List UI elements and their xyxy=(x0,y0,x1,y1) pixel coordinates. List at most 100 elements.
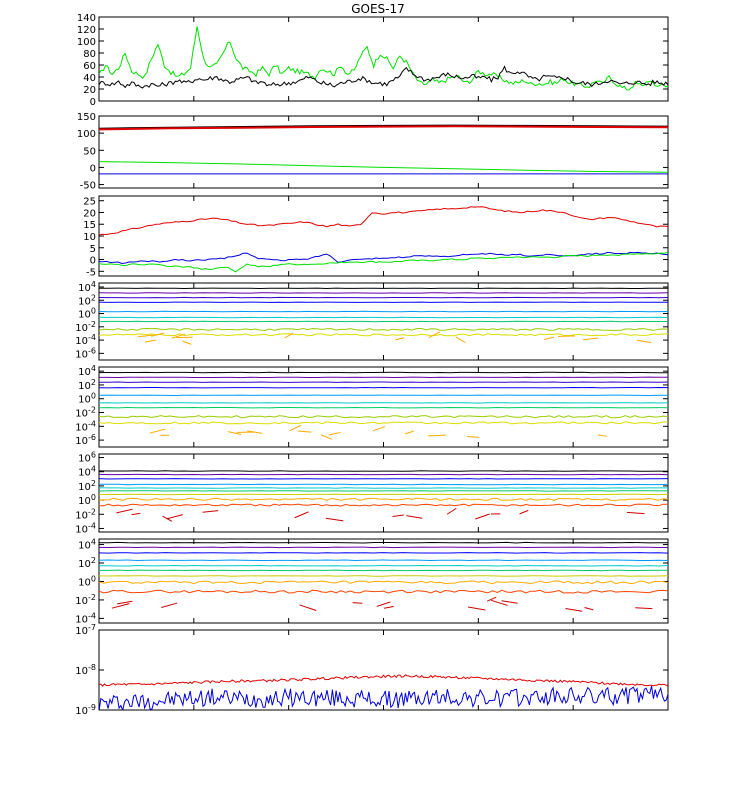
y-tick-label: -5 xyxy=(86,267,96,278)
flux-segment xyxy=(428,434,447,437)
y-tick-label: 10-7 xyxy=(75,623,96,637)
panel-xray: 10-7 10-8 10-9 xyxy=(75,623,669,717)
y-tick-label: 40 xyxy=(83,73,96,84)
y-tick-label: 10-4 xyxy=(75,521,96,535)
panel-bsm: 150 100 50 0 -50 xyxy=(77,112,669,192)
y-tick-label: 0 xyxy=(90,97,96,108)
flux-segment xyxy=(284,332,294,339)
y-tick-label: 0 xyxy=(90,163,96,174)
flux-segment xyxy=(151,332,165,337)
flux-segment xyxy=(325,517,344,522)
plot-area xyxy=(99,287,668,345)
y-tick-label: 102 xyxy=(78,556,96,570)
flux-line xyxy=(99,497,668,501)
y-tick-label: 25 xyxy=(83,197,96,208)
y-tick-label: 10-6 xyxy=(75,346,96,360)
panel-frame xyxy=(98,16,669,102)
plot-area xyxy=(99,26,668,91)
flux-segment xyxy=(117,600,133,605)
flux-line xyxy=(99,333,668,337)
y-tick-label: 100 xyxy=(78,493,96,507)
flux-segment xyxy=(636,339,652,344)
y-tick-label: 10-2 xyxy=(75,593,96,607)
flux-line xyxy=(99,376,668,379)
flux-segment xyxy=(466,435,480,438)
y-tick-label: 102 xyxy=(78,479,96,493)
y-tick-label: 100 xyxy=(78,392,96,406)
plot-title: GOES-17 xyxy=(351,2,405,16)
y-tick-label: 102 xyxy=(78,293,96,307)
flux-segment xyxy=(491,599,508,606)
series-line-themis-ae xyxy=(99,65,668,89)
flux-segment xyxy=(486,596,497,602)
series-line-bz xyxy=(99,125,668,131)
flux-segment xyxy=(247,430,263,434)
flux-segment xyxy=(111,603,130,609)
panel-ee: 104 102 100 10-2 10-4 xyxy=(75,538,669,625)
flux-line xyxy=(99,569,668,572)
flux-segment xyxy=(166,514,183,520)
y-tick-label: -50 xyxy=(80,181,96,192)
series-line-0-05-0-4-nm xyxy=(99,685,668,710)
flux-segment xyxy=(519,509,529,515)
flux-line xyxy=(99,541,668,544)
flux-line xyxy=(99,564,668,567)
flux-segment xyxy=(144,339,157,343)
flux-segment xyxy=(543,336,555,340)
y-tick-label: 140 xyxy=(77,13,96,24)
flux-line xyxy=(99,503,668,507)
flux-segment xyxy=(299,604,317,611)
y-tick-label: 60 xyxy=(83,61,96,72)
y-tick-label: 104 xyxy=(78,465,96,479)
flux-segment xyxy=(475,513,490,520)
y-tick-label: 10-2 xyxy=(75,406,96,420)
y-tick-label: 80 xyxy=(83,49,96,60)
flux-line xyxy=(99,580,668,585)
y-tick-label: 100 xyxy=(78,574,96,588)
series-line-0-1-0-8-nm xyxy=(99,674,668,687)
flux-segment xyxy=(161,602,178,608)
flux-line xyxy=(99,589,668,594)
panel-frame xyxy=(98,538,669,624)
y-tick-label: 106 xyxy=(78,451,96,465)
flux-segment xyxy=(405,430,414,435)
flux-segment xyxy=(149,428,166,434)
y-tick-label: 10-6 xyxy=(75,433,96,447)
y-tick-label: 104 xyxy=(78,538,96,552)
flux-segment xyxy=(289,424,301,432)
flux-segment xyxy=(468,606,486,611)
y-tick-label: 10 xyxy=(83,232,96,243)
series-line-by xyxy=(99,161,668,173)
flux-segment xyxy=(455,336,466,344)
y-tick-label: 100 xyxy=(77,37,96,48)
flux-segment xyxy=(583,337,599,341)
y-tick-label: 5 xyxy=(90,244,96,255)
flux-segment xyxy=(501,600,518,604)
flux-segment xyxy=(297,430,312,433)
flux-segment xyxy=(406,515,423,519)
y-tick-label: 10-4 xyxy=(75,333,96,347)
flux-line xyxy=(99,415,668,419)
flux-segment xyxy=(446,507,457,515)
series-line-kyoto-proxy-ae xyxy=(99,26,668,91)
flux-segment xyxy=(626,511,645,515)
flux-segment xyxy=(294,511,309,519)
flux-segment xyxy=(131,512,141,516)
y-tick-label: 104 xyxy=(78,364,96,378)
flux-segment xyxy=(376,601,391,607)
y-tick-label: 100 xyxy=(77,129,96,140)
y-tick-label: 20 xyxy=(83,85,96,96)
flux-line xyxy=(99,575,668,577)
y-tick-label: 0 xyxy=(90,256,96,267)
flux-segment xyxy=(116,508,133,514)
flux-segment xyxy=(428,331,441,339)
flux-line xyxy=(99,421,668,425)
flux-segment xyxy=(597,434,607,437)
plot-area xyxy=(99,674,668,710)
flux-segment xyxy=(137,334,153,338)
panel-frame xyxy=(98,453,669,533)
